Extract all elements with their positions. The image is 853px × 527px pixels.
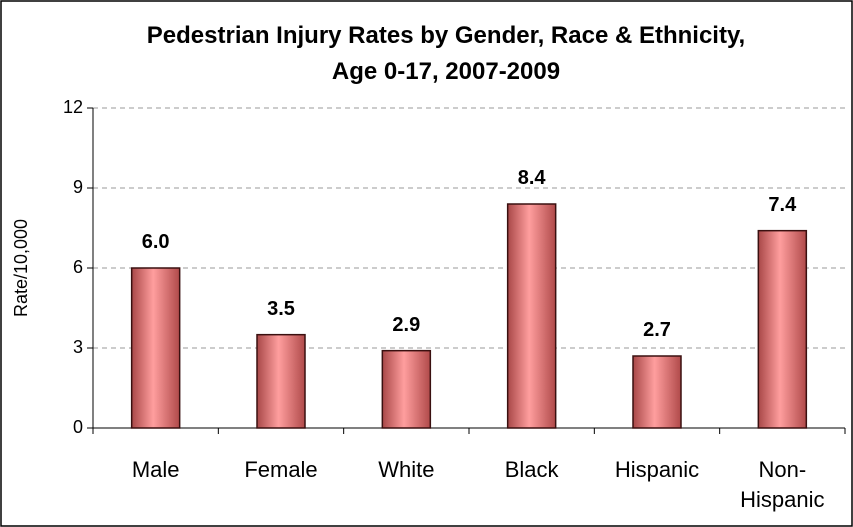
y-tick-label: 9 [72,177,83,197]
x-tick-label: Female [244,457,318,482]
x-tick-label: Non-Hispanic [740,457,825,512]
y-tick-label: 3 [72,337,83,357]
value-label: 2.9 [392,313,421,336]
bar [130,267,181,429]
y-tick-label: 6 [72,257,83,277]
x-tick-label: Black [504,457,559,482]
value-label: 2.7 [643,319,671,341]
bar [256,333,306,429]
bar [757,229,808,429]
value-label: 6.0 [141,231,170,253]
y-tick-label: 12 [62,97,83,117]
y-tick-label: 0 [72,417,83,437]
chart-title: Pedestrian Injury Rates by Gender, Race … [146,22,746,85]
bar [632,355,682,429]
x-tick-label: Male [131,457,180,482]
bar [506,203,557,429]
bar [381,349,432,429]
value-label: 3.5 [267,297,295,320]
x-tick-label: Hispanic [614,457,700,482]
y-axis-label: Rate/10,000 [11,218,32,318]
value-label: 7.4 [768,193,797,216]
x-tick-label: White [378,457,435,482]
value-label: 8.4 [517,167,546,189]
